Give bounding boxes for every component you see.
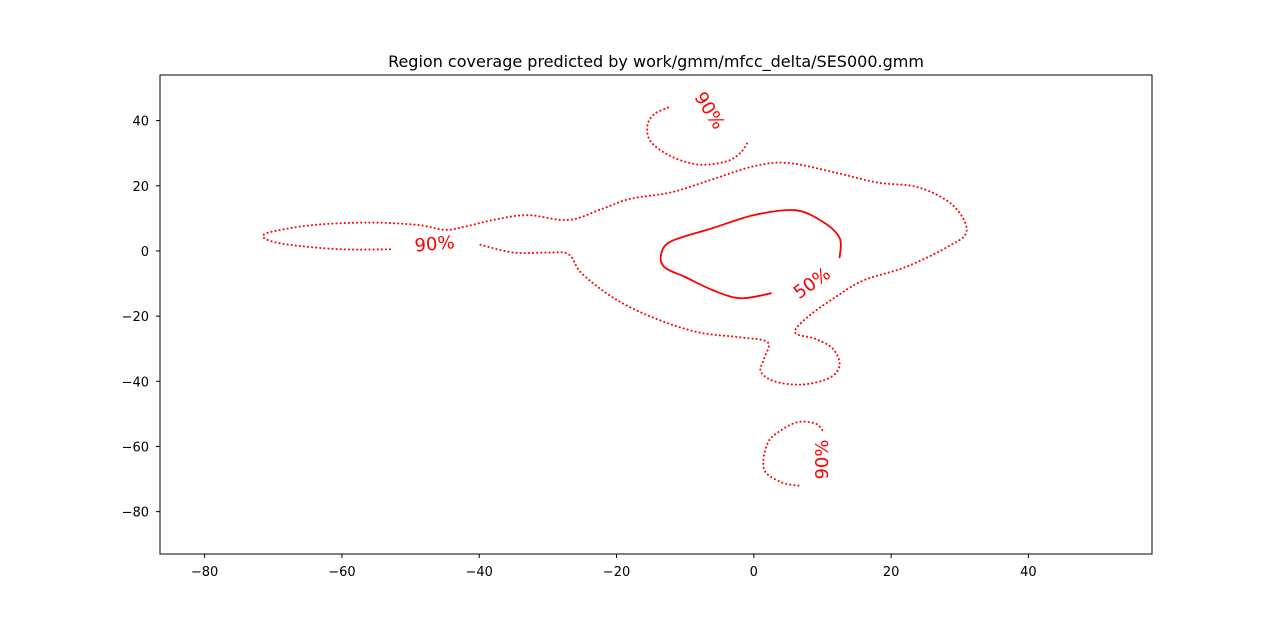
y-tick-label: −20 [122,310,149,325]
y-axis-ticks: −80 −60 −40 −20 0 20 40 [122,115,160,521]
x-tick-label: 40 [1020,565,1037,580]
contour-label: 90% [414,232,456,256]
x-tick-label: 20 [883,565,900,580]
y-tick-label: −80 [122,506,149,521]
contour-90pct-line [646,106,748,166]
contour-90pct-line [262,161,968,386]
y-tick-label: −40 [122,375,149,390]
y-tick-label: −60 [122,440,149,455]
x-tick-label: −40 [466,565,493,580]
y-tick-label: 40 [132,115,149,130]
y-tick-label: 20 [132,180,149,195]
x-tick-label: −60 [328,565,355,580]
y-tick-label: 0 [141,245,149,260]
x-tick-label: 0 [750,565,758,580]
plot-frame [159,74,1153,555]
x-tick-label: −80 [191,565,218,580]
chart-title: Region coverage predicted by work/gmm/mf… [388,52,924,72]
contour-lines [262,106,968,487]
x-axis-ticks: −80 −60 −40 −20 0 20 40 [191,554,1037,580]
x-tick-label: −20 [603,565,630,580]
contour-label: 90% [812,440,833,480]
contour-50pct-line [659,209,842,300]
